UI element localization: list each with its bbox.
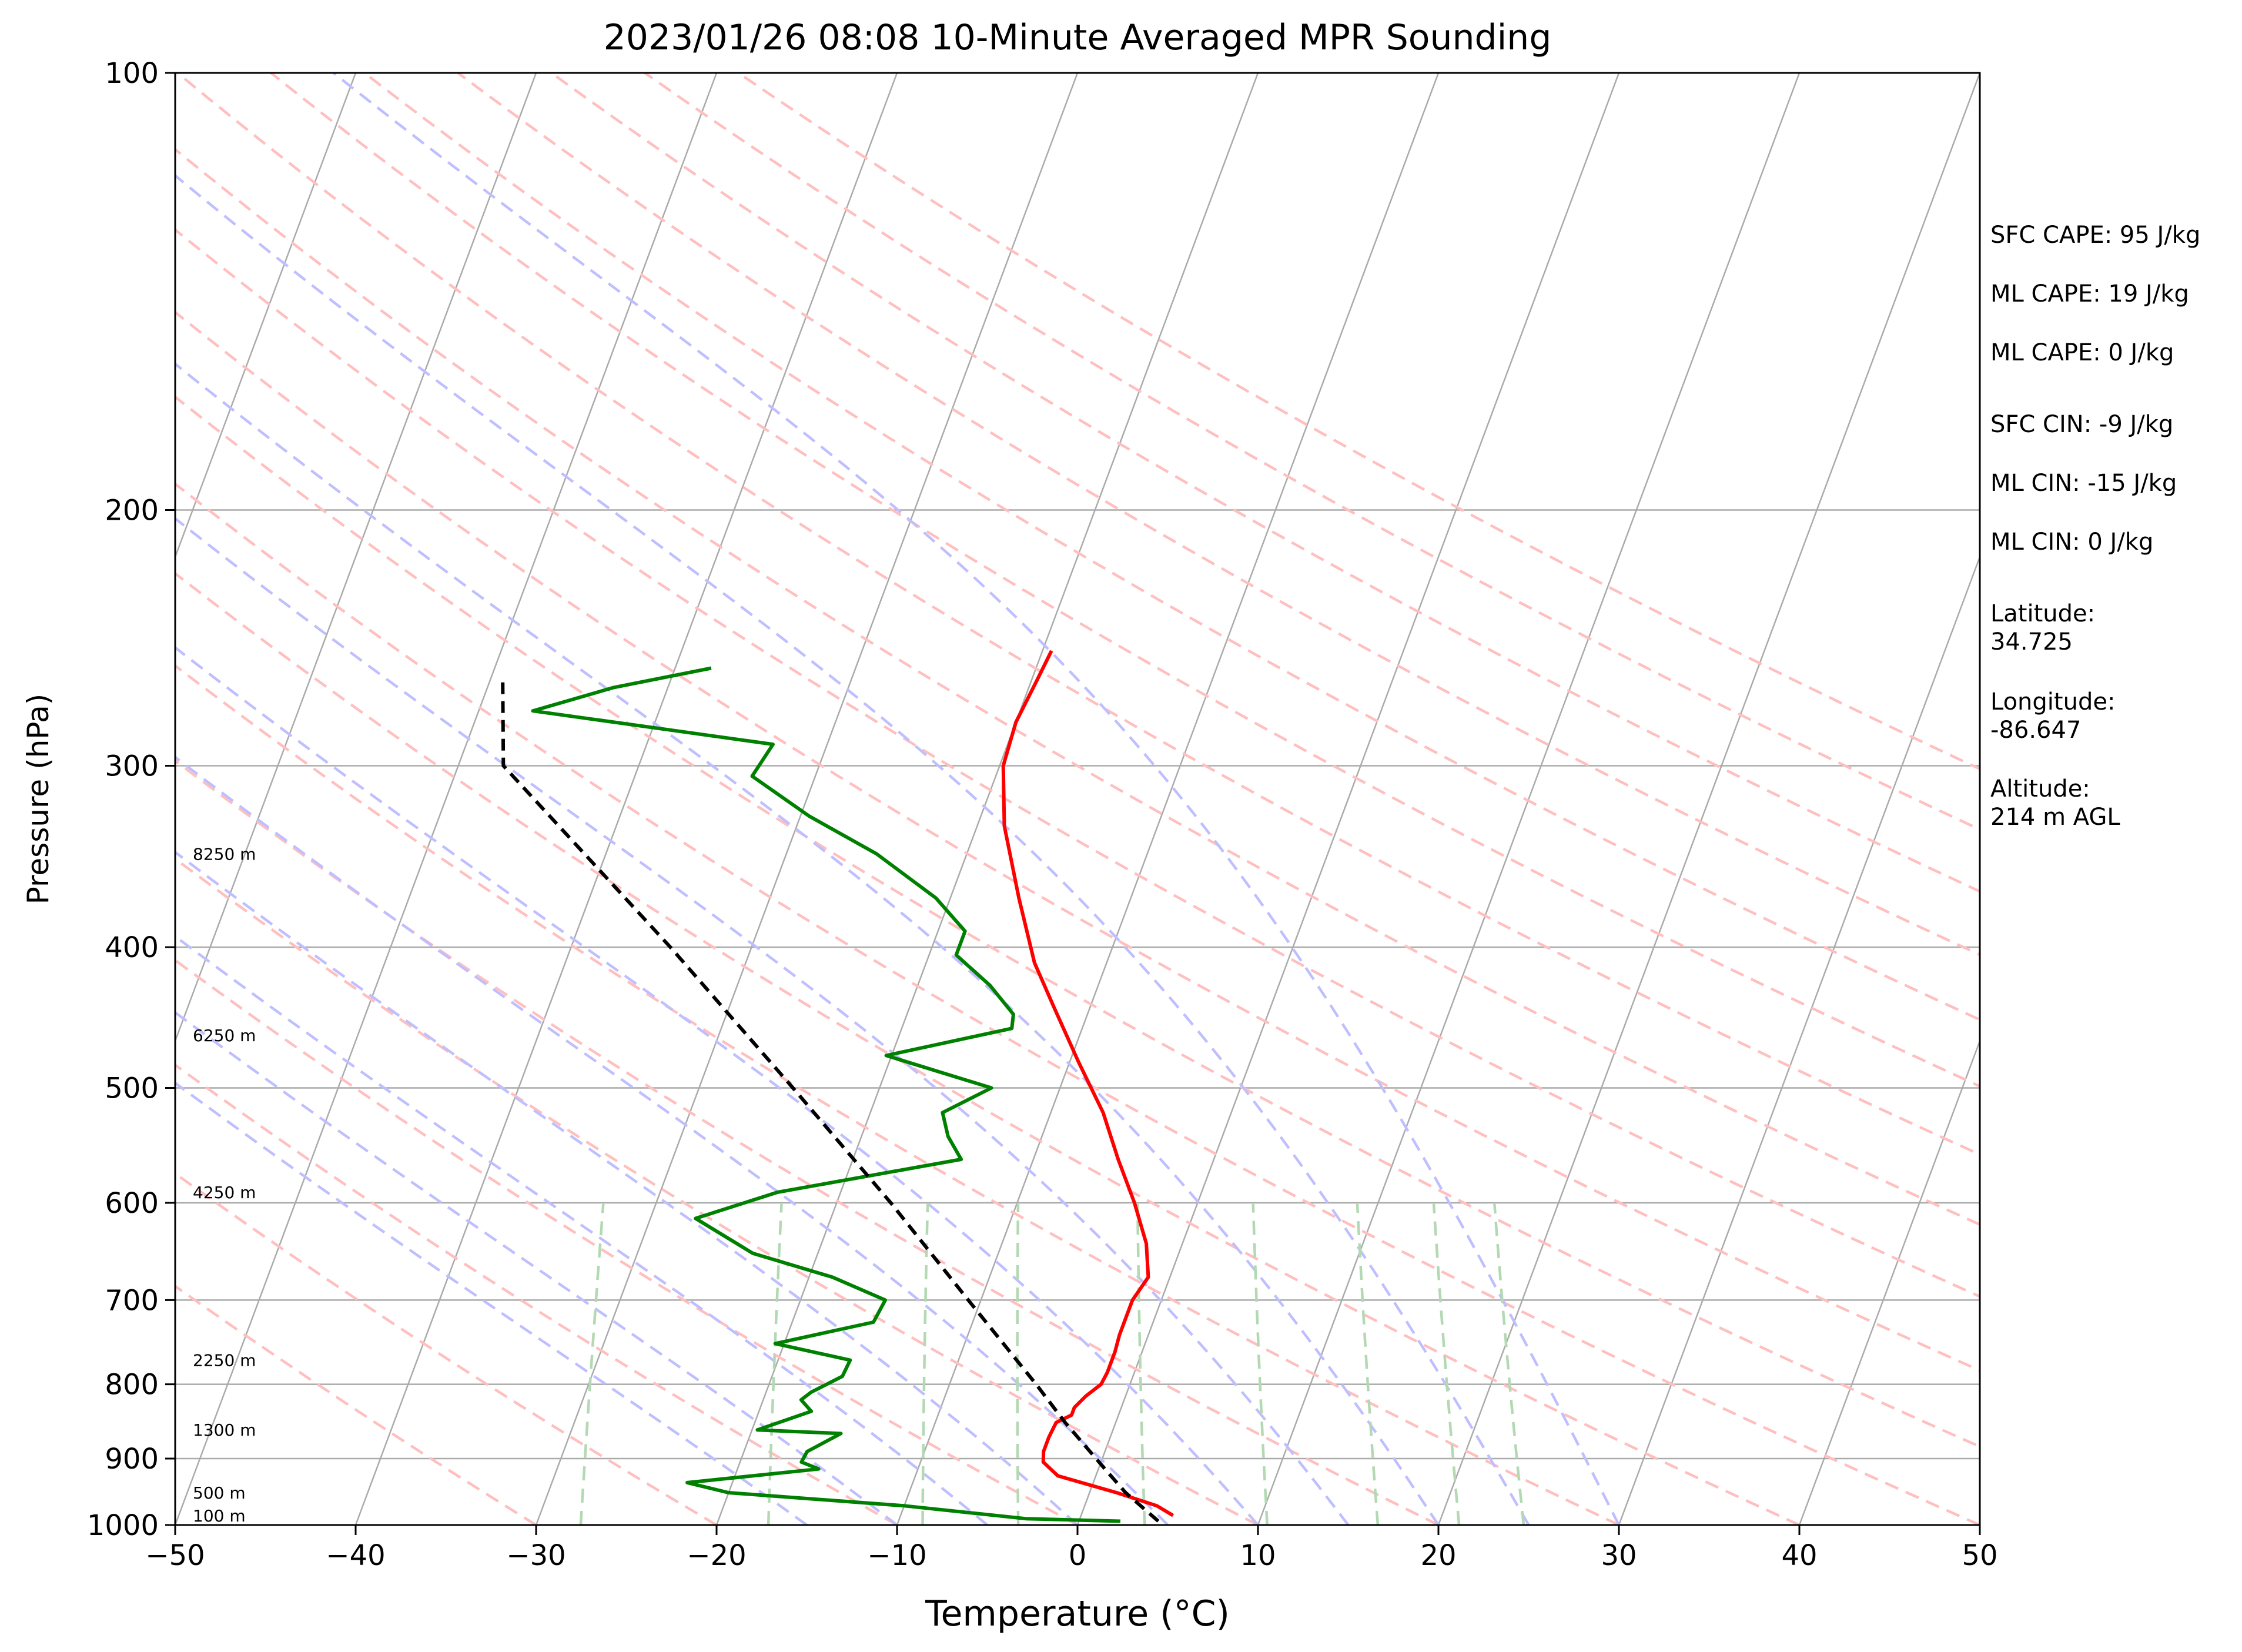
height-label: 100 m xyxy=(193,1506,246,1526)
moist-adiabat-line xyxy=(175,646,1259,1525)
dry-adiabat-line xyxy=(175,310,1980,1372)
dry-adiabat-line xyxy=(363,73,1980,1021)
dry-adiabat-line xyxy=(270,73,1980,1088)
x-tick-label: 0 xyxy=(1069,1539,1087,1572)
isotherm-line xyxy=(175,73,357,559)
dry-adiabat-line xyxy=(176,73,1980,1156)
dry-adiabat-line xyxy=(175,1063,898,1525)
moist-adiabat-line xyxy=(175,362,1440,1525)
isotherm-line xyxy=(535,73,1079,1525)
y-tick-label: 600 xyxy=(105,1187,159,1220)
x-tick-label: 30 xyxy=(1601,1539,1637,1572)
chart-title: 2023/01/26 08:08 10-Minute Averaged MPR … xyxy=(604,17,1552,58)
latitude-value: 34.725 xyxy=(1990,628,2073,656)
x-axis-label: Temperature (°C) xyxy=(925,1593,1230,1634)
isotherm-line xyxy=(1257,73,1801,1525)
height-label: 500 m xyxy=(193,1483,246,1503)
moist-adiabat-line xyxy=(175,755,1169,1525)
dry-adiabat-line xyxy=(175,228,1980,1298)
moist-adiabat-line xyxy=(175,1081,808,1525)
mixing-ratio-line xyxy=(1356,1202,1380,1525)
dry-adiabat-line xyxy=(175,1172,718,1525)
moist-adiabat-line xyxy=(175,850,1079,1525)
mixing-ratio-line xyxy=(767,1202,783,1525)
moist-adiabat-line xyxy=(175,517,1350,1525)
x-tick-label: 50 xyxy=(1962,1539,1997,1572)
dry-adiabat-line xyxy=(175,664,1619,1525)
dry-adiabat-line xyxy=(175,148,1980,1226)
y-tick-label: 300 xyxy=(105,750,159,782)
longitude-label: Longitude: xyxy=(1990,688,2116,715)
x-tick-label: −30 xyxy=(506,1539,565,1572)
moist-adiabat-line xyxy=(175,934,988,1525)
sfc-cin-text: SFC CIN: -9 J/kg xyxy=(1990,411,2174,438)
sfc-cape-text: SFC CAPE: 95 J/kg xyxy=(1990,222,2201,249)
axis-ticks: −50 −40 −30 −20 −10 0 10 20 30 40 50 1000 900 800 700 6… xyxy=(87,57,1998,1572)
moist-adiabat-line xyxy=(175,173,1530,1525)
moist-adiabat-line xyxy=(333,73,1621,1525)
y-tick-label: 500 xyxy=(105,1072,159,1105)
dry-adiabat-line xyxy=(175,958,1079,1525)
ml-cin-text-2: ML CIN: 0 J/kg xyxy=(1990,529,2154,556)
x-tick-label: −10 xyxy=(867,1539,926,1572)
isotherm-line xyxy=(175,73,537,1044)
x-tick-label: −40 xyxy=(326,1539,385,1572)
mixing-ratio-line xyxy=(1493,1202,1525,1525)
x-tick-label: 40 xyxy=(1781,1539,1817,1572)
height-label: 8250 m xyxy=(193,844,256,864)
altitude-value: 214 m AGL xyxy=(1990,804,2120,831)
isotherm-line xyxy=(1076,73,1620,1525)
temperature-line xyxy=(1001,650,1174,1517)
height-label: 2250 m xyxy=(193,1351,256,1370)
y-tick-label: 200 xyxy=(105,494,159,527)
mixing-ratio-line xyxy=(1432,1202,1461,1525)
x-tick-label: −50 xyxy=(145,1539,205,1572)
parcel-profile-line xyxy=(501,680,1160,1523)
height-label: 1300 m xyxy=(193,1420,256,1440)
background-lines xyxy=(175,73,1980,1525)
height-label: 4250 m xyxy=(193,1183,256,1202)
isotherm-line xyxy=(715,73,1259,1525)
latitude-label: Latitude: xyxy=(1990,600,2096,627)
y-tick-label: 900 xyxy=(105,1443,159,1476)
height-label: 6250 m xyxy=(193,1026,256,1045)
altitude-label: Altitude: xyxy=(1990,775,2090,802)
mixing-ratio-line xyxy=(1016,1202,1020,1525)
mixing-ratio-line xyxy=(579,1202,605,1525)
longitude-value: -86.647 xyxy=(1990,717,2082,744)
isotherm-line xyxy=(175,73,718,1525)
height-labels: 100 m 500 m 1300 m 2250 m 4250 m 6250 m 8250 m xyxy=(193,844,256,1525)
dry-adiabat-line xyxy=(175,482,1980,1525)
x-tick-label: −20 xyxy=(687,1539,746,1572)
isotherm-line xyxy=(1798,1039,1980,1525)
dewpoint-line xyxy=(531,666,1121,1523)
y-tick-label: 1000 xyxy=(87,1509,159,1542)
mixing-ratio-line xyxy=(921,1202,929,1525)
dry-adiabat-line xyxy=(457,73,1980,957)
isotherm-line xyxy=(1437,73,1980,1525)
isotherm-line xyxy=(1618,554,1980,1525)
dry-adiabat-line xyxy=(175,1284,537,1525)
ml-cin-text: ML CIN: -15 J/kg xyxy=(1990,470,2177,497)
ml-cape-text-2: ML CAPE: 0 J/kg xyxy=(1990,339,2174,366)
ml-cape-text: ML CAPE: 19 J/kg xyxy=(1990,280,2189,307)
y-tick-label: 800 xyxy=(105,1369,159,1402)
isotherm-line xyxy=(354,73,898,1525)
data-lines xyxy=(501,650,1174,1523)
dry-adiabat-line xyxy=(175,857,1259,1525)
dry-adiabat-line xyxy=(175,759,1440,1525)
mixing-ratio-line xyxy=(1136,1202,1146,1525)
dry-adiabat-line xyxy=(175,571,1800,1525)
mixing-ratio-line xyxy=(1251,1202,1269,1525)
y-tick-label: 700 xyxy=(105,1284,159,1317)
x-tick-label: 20 xyxy=(1420,1539,1456,1572)
isotherm-line xyxy=(896,73,1440,1525)
dry-adiabat-line xyxy=(550,73,1980,893)
dry-adiabat-line xyxy=(175,395,1980,1449)
y-tick-label: 400 xyxy=(105,931,159,964)
y-tick-label: 100 xyxy=(105,57,159,90)
x-tick-label: 10 xyxy=(1240,1539,1276,1572)
y-axis-label: Pressure (hPa) xyxy=(21,694,55,905)
